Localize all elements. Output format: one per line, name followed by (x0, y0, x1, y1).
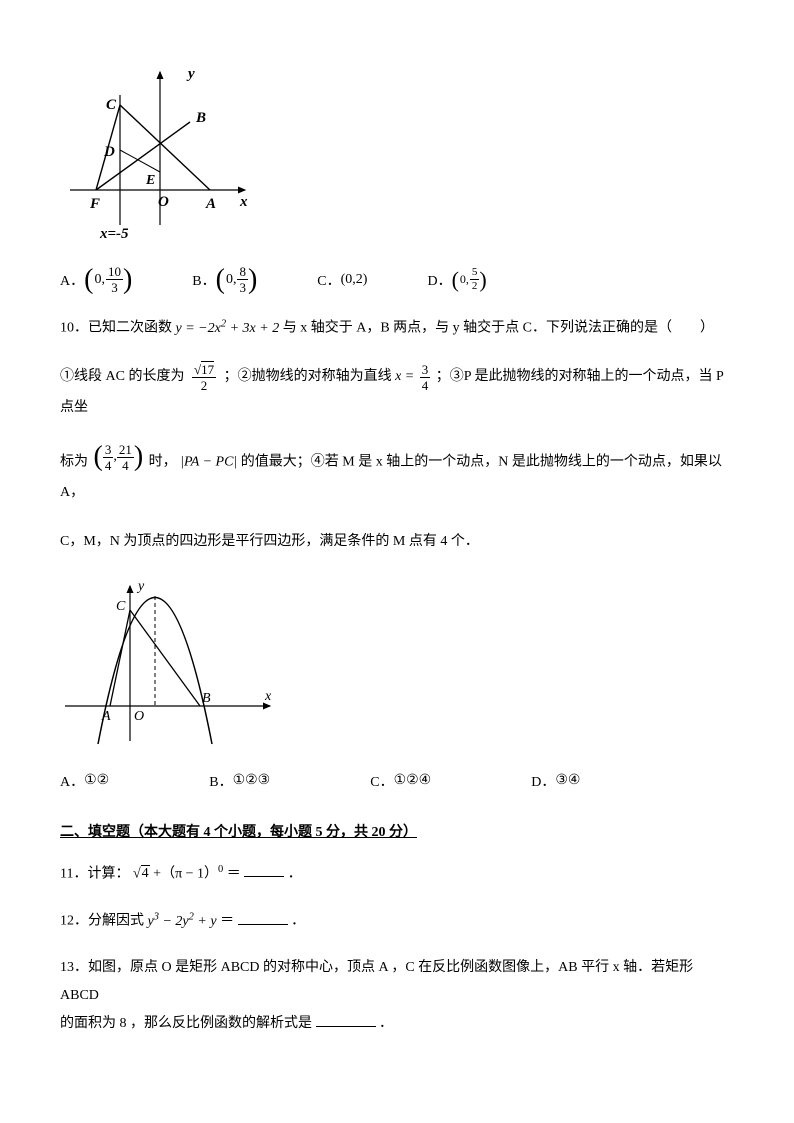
option-content: (0, 103 ) (84, 265, 132, 294)
q9-option-d: D． (0, 52 ) (427, 265, 486, 294)
option-content: (0, 52 ) (452, 266, 487, 294)
q10-statement-2: 标为 ( 34 , 214 ) 时， |PA − PC| 的值最大；④若 M 是… (60, 442, 734, 509)
q13-blank (316, 1012, 376, 1027)
q11-blank (244, 862, 284, 877)
q9-option-b: B． (0, 83 ) (192, 265, 257, 294)
svg-text:O: O (134, 709, 144, 724)
svg-text:D: D (103, 144, 115, 160)
svg-text:y: y (186, 66, 195, 82)
svg-text:A: A (205, 196, 216, 212)
figure-q10: y x O A B C (60, 576, 734, 751)
abs-expr: |PA − PC| (180, 454, 237, 469)
q10-option-d: D．③④ (531, 771, 580, 791)
option-prefix: A． (60, 270, 84, 290)
figure-q9-svg: y x C B D E O A F x=-5 (60, 60, 250, 240)
q10-statement-3: C，M，N 为顶点的四边形是平行四边形，满足条件的 M 点有 4 个． (60, 527, 734, 558)
sqrt-4: √4 (133, 865, 150, 881)
q12-expr: y3 − 2y2 + y (148, 914, 217, 929)
svg-text:C: C (106, 97, 117, 113)
q13: 13．如图，原点 O 是矩形 ABCD 的对称中心，顶点 A ，C 在反比例函数… (60, 954, 734, 1038)
q10-option-b: B．①②③ (209, 771, 270, 791)
figure-q10-svg: y x O A B C (60, 576, 280, 746)
q10-equation: y = −2x2 + 3x + 2 (176, 321, 283, 336)
svg-text:x=-5: x=-5 (99, 226, 129, 240)
q11: 11．计算： √4 +（π − 1）0 ＝ ． (60, 859, 734, 889)
option-prefix: C． (317, 270, 340, 290)
option-prefix: B． (192, 270, 215, 290)
q12: 12．分解因式 y3 − 2y2 + y ＝ ． (60, 906, 734, 936)
q9-option-a: A． (0, 103 ) (60, 265, 132, 294)
svg-text:C: C (116, 599, 126, 614)
q10-statement-1: ①线段 AC 的长度为 √17 2 ；②抛物线的对称轴为直线 x = 3 4 ；… (60, 362, 734, 424)
svg-text:E: E (145, 173, 155, 188)
svg-text:x: x (239, 194, 248, 210)
svg-text:B: B (195, 110, 206, 126)
q10-stem: 10．已知二次函数 y = −2x2 + 3x + 2 与 x 轴交于 A，B … (60, 312, 734, 344)
q9-options: A． (0, 103 ) B． (0, 83 ) C． (0,2) D． (0,… (60, 265, 734, 294)
q10-option-c: C．①②④ (370, 771, 431, 791)
figure-q9: y x C B D E O A F x=-5 (60, 60, 734, 245)
svg-text:F: F (89, 196, 100, 212)
svg-text:x: x (264, 689, 272, 704)
svg-text:y: y (136, 579, 145, 594)
option-prefix: D． (427, 270, 451, 290)
q12-blank (238, 910, 288, 925)
svg-text:A: A (101, 709, 111, 724)
svg-text:O: O (158, 194, 169, 210)
option-content: (0, 83 ) (216, 265, 258, 294)
q10-options: A．①② B．①②③ C．①②④ D．③④ (60, 771, 734, 791)
q9-option-c: C． (0,2) (317, 265, 367, 294)
q10-option-a: A．①② (60, 771, 109, 791)
section2-title: 二、填空题（本大题有 4 个小题，每小题 5 分，共 20 分） (60, 821, 734, 841)
option-content: (0,2) (341, 272, 368, 288)
svg-text:B: B (202, 691, 211, 706)
